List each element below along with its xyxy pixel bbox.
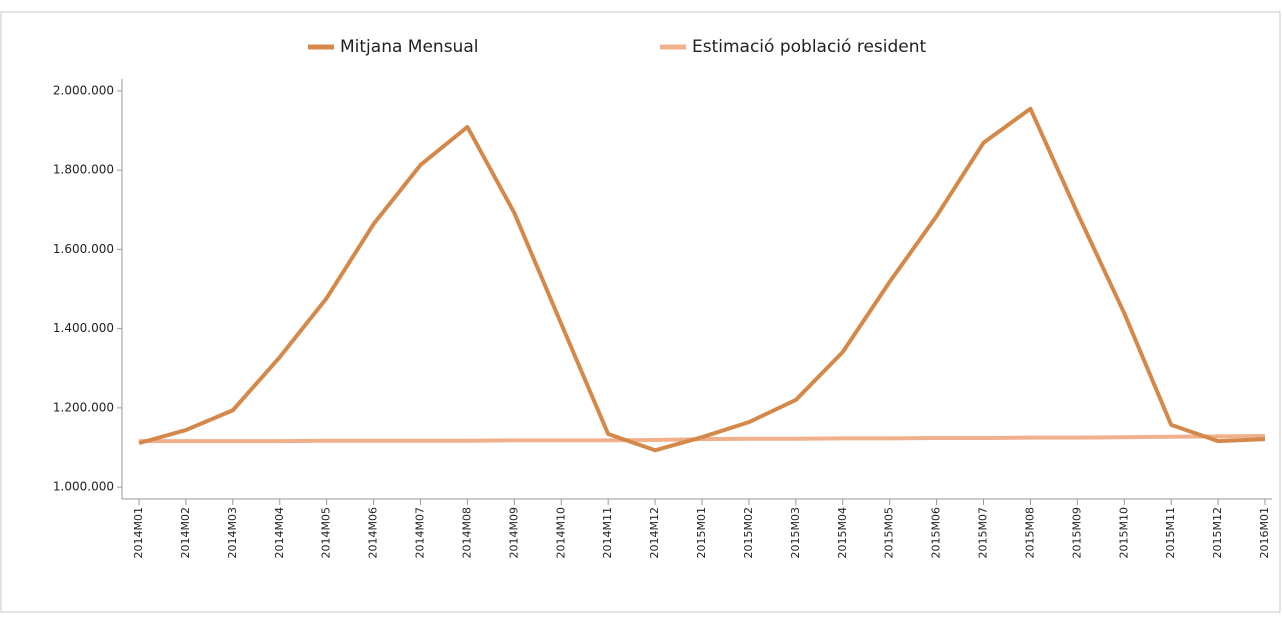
- x-tick-label: 2015M01: [695, 507, 708, 558]
- x-tick-label: 2015M04: [836, 507, 849, 558]
- x-tick-label: 2014M07: [414, 507, 427, 558]
- x-tick-label: 2015M09: [1070, 507, 1083, 558]
- y-tick-label: 2.000.000: [53, 83, 114, 97]
- x-tick-label: 2015M10: [1117, 507, 1130, 558]
- y-tick-label: 1.000.000: [53, 480, 114, 494]
- line-series: [138, 106, 1266, 453]
- x-tick-label: 2015M03: [789, 507, 802, 558]
- x-tick-label: 2014M06: [367, 507, 380, 558]
- x-tick-label: 2015M07: [977, 507, 990, 558]
- y-tick-label: 1.200.000: [53, 400, 114, 414]
- x-tick-label: 2014M12: [648, 507, 661, 558]
- y-tick-label: 1.400.000: [53, 321, 114, 335]
- x-tick-label: 2015M08: [1023, 507, 1036, 558]
- x-tick-label: 2016M01: [1258, 507, 1271, 558]
- x-tick-label: 2015M05: [883, 507, 896, 558]
- y-tick-label: 1.600.000: [53, 242, 114, 256]
- x-tick-label: 2014M10: [554, 507, 567, 558]
- x-tick-label: 2014M05: [320, 507, 333, 558]
- y-tick-label: 1.800.000: [53, 163, 114, 177]
- x-tick-label: 2014M08: [460, 507, 473, 558]
- legend-label: Mitjana Mensual: [340, 37, 478, 57]
- x-tick-label: 2014M03: [226, 507, 239, 558]
- legend-label: Estimació població resident: [692, 37, 927, 57]
- x-tick-label: 2014M11: [601, 507, 614, 558]
- x-tick-label: 2014M04: [273, 507, 286, 558]
- x-tick-label: 2014M09: [507, 507, 520, 558]
- x-tick-label: 2015M06: [930, 507, 943, 558]
- chart-frame: [0, 11, 1281, 613]
- x-tick-label: 2014M02: [179, 507, 192, 558]
- x-tick-label: 2015M12: [1211, 507, 1224, 558]
- x-tick-label: 2014M01: [132, 507, 145, 558]
- x-tick-label: 2015M11: [1164, 507, 1177, 558]
- x-tick-label: 2015M02: [742, 507, 755, 558]
